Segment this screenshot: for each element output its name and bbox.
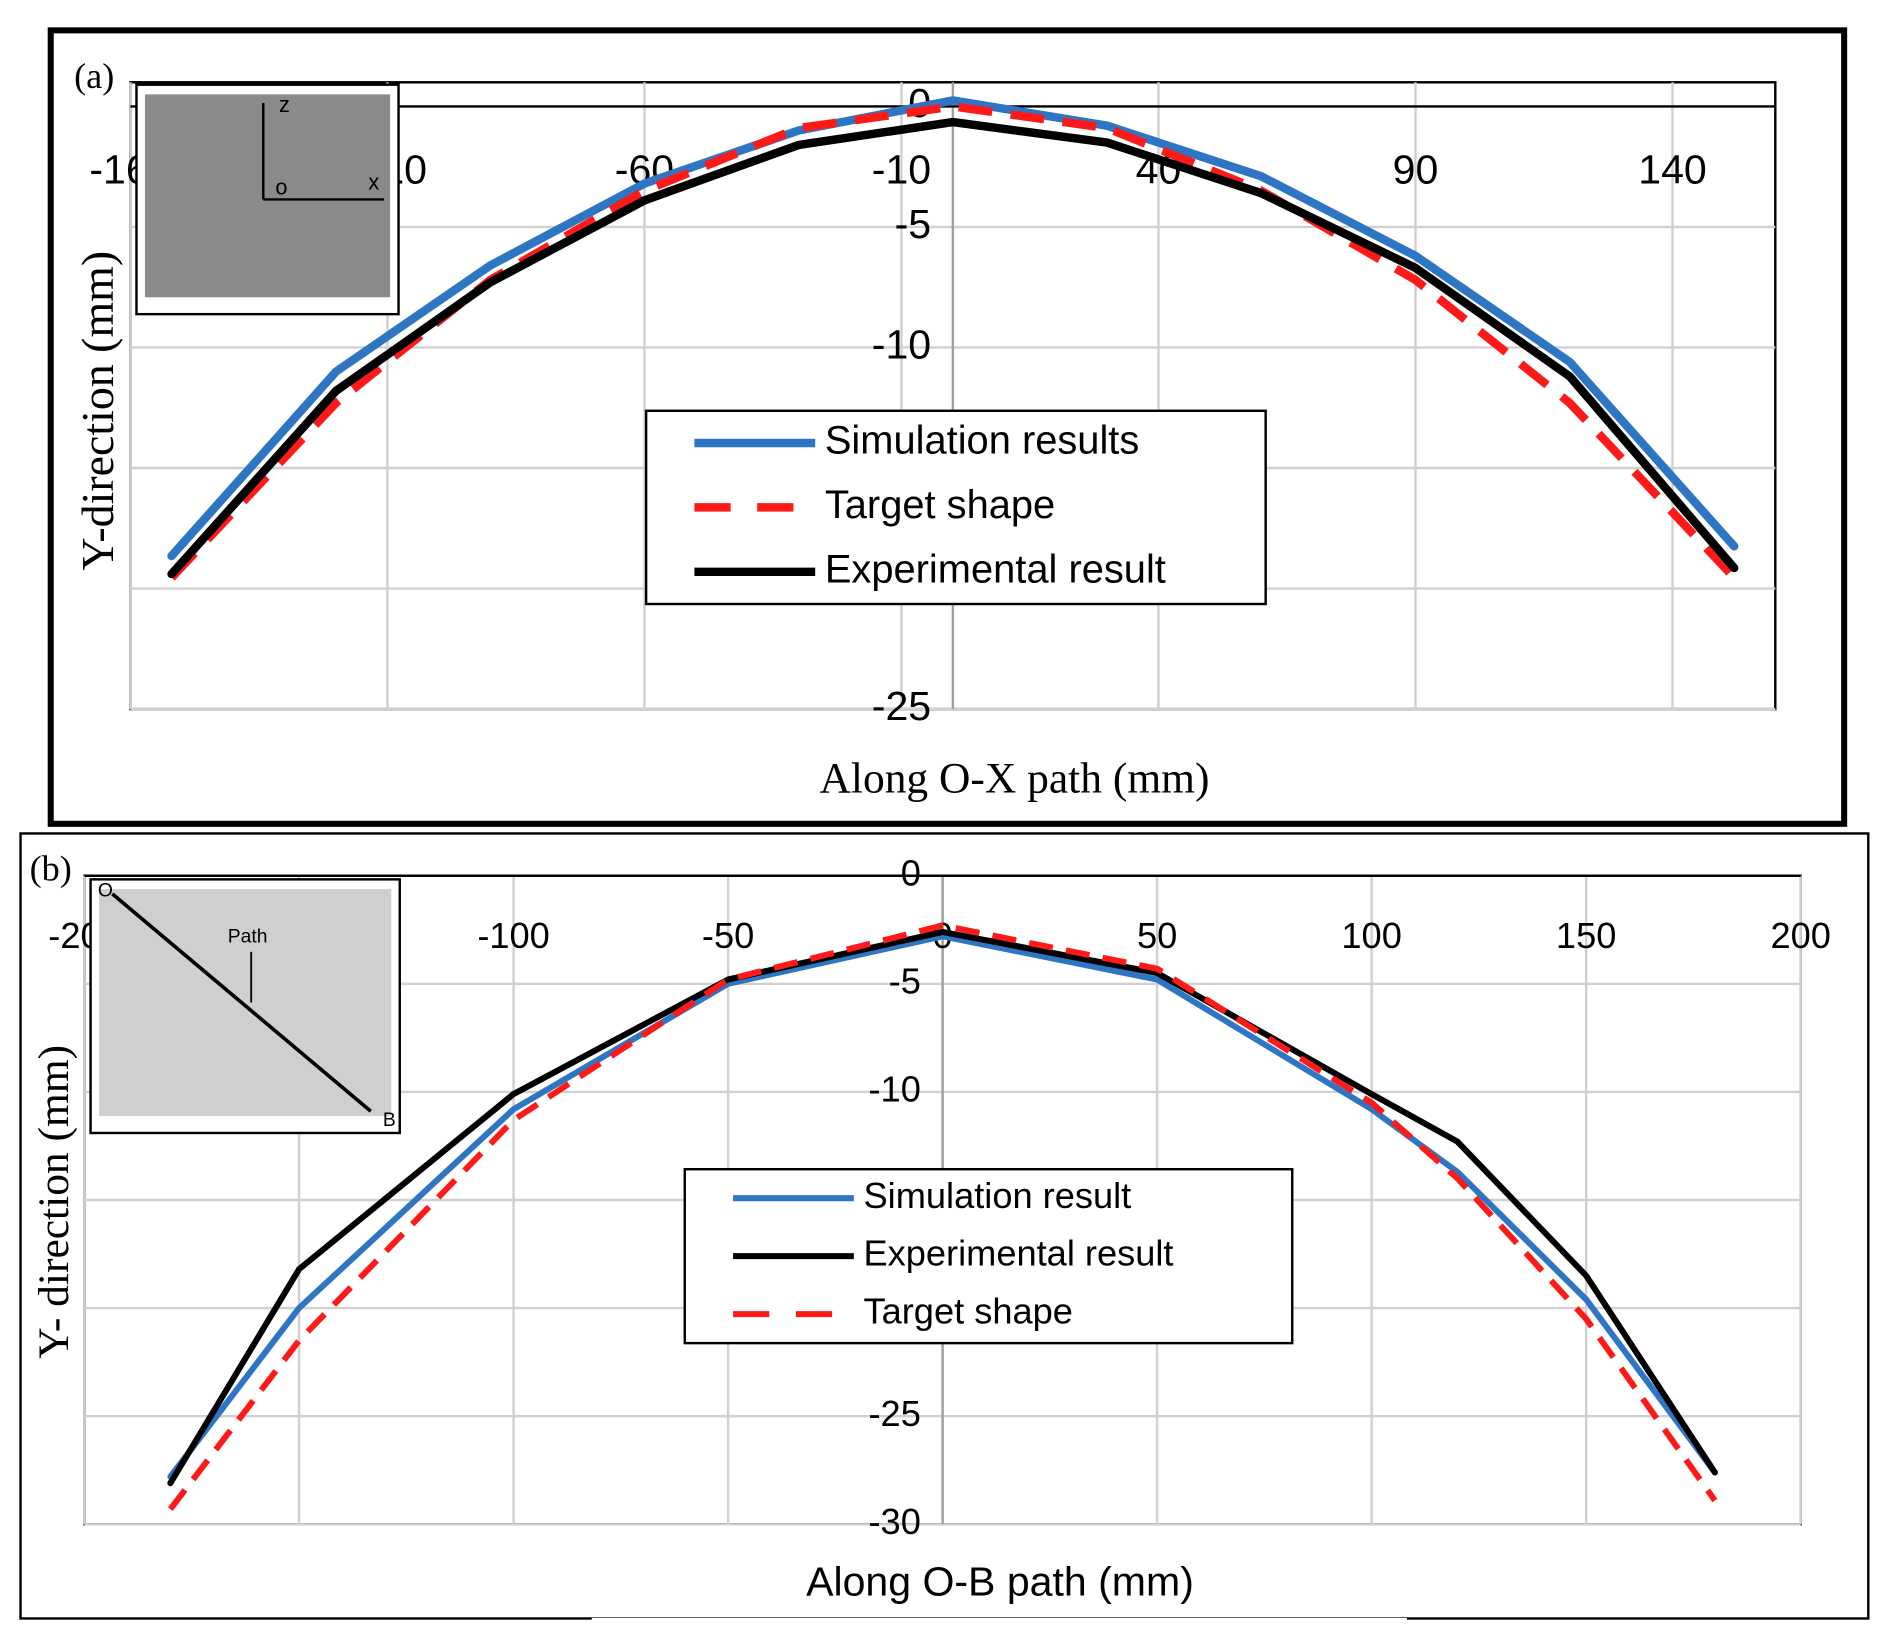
y-tick-label: -5: [889, 960, 921, 1001]
legend-label: Experimental result: [864, 1233, 1174, 1274]
legend-label: Experimental result: [825, 547, 1166, 591]
series-line: [167, 96, 1739, 561]
x-axis-title: Along O-X path (mm): [819, 755, 1209, 803]
panel-frame: [47, 27, 1848, 827]
legend-label: Simulation result: [864, 1175, 1132, 1216]
y-tick-label: -5: [895, 201, 932, 247]
inset-label: Path: [228, 926, 268, 947]
x-tick-label: -10: [872, 147, 931, 193]
inset-photo: [144, 94, 391, 298]
y-axis-title: Y- direction (mm): [30, 1045, 78, 1359]
inset-label: o: [275, 174, 287, 199]
x-tick-label: 150: [1556, 915, 1616, 956]
y-tick-label: -10: [869, 1068, 921, 1109]
x-axis-title: Along O-B path (mm): [806, 1559, 1194, 1605]
y-tick-label: -25: [872, 683, 931, 729]
series-line: [167, 928, 1718, 1487]
x-tick-label: 200: [1770, 915, 1830, 956]
inset-label: O: [98, 881, 113, 902]
x-tick-label: 50: [1137, 915, 1177, 956]
legend-label: Target shape: [825, 483, 1055, 527]
inset-label: z: [279, 92, 290, 117]
inset-path: [111, 892, 372, 1113]
series-line: [167, 117, 1739, 579]
panel-label: (b): [30, 848, 72, 888]
panel-label: (a): [74, 56, 114, 96]
series-line: [167, 922, 1718, 1511]
inset-label: B: [383, 1110, 396, 1131]
y-axis-title: Y-direction (mm): [72, 251, 123, 571]
x-tick-label: -100: [477, 915, 550, 956]
x-tick-label: -50: [702, 915, 754, 956]
legend-label: Simulation results: [825, 419, 1139, 463]
x-tick-label: 100: [1341, 915, 1401, 956]
legend-label: Target shape: [864, 1291, 1073, 1332]
y-tick-label: 0: [901, 852, 921, 893]
x-tick-label: 90: [1393, 147, 1439, 193]
series-line: [167, 933, 1718, 1480]
inset-label: x: [368, 169, 379, 194]
x-tick-label: 140: [1638, 147, 1707, 193]
y-tick-label: -10: [872, 321, 931, 367]
y-tick-label: -30: [869, 1501, 921, 1542]
y-tick-label: -25: [869, 1393, 921, 1434]
inset-photo: [99, 889, 392, 1117]
